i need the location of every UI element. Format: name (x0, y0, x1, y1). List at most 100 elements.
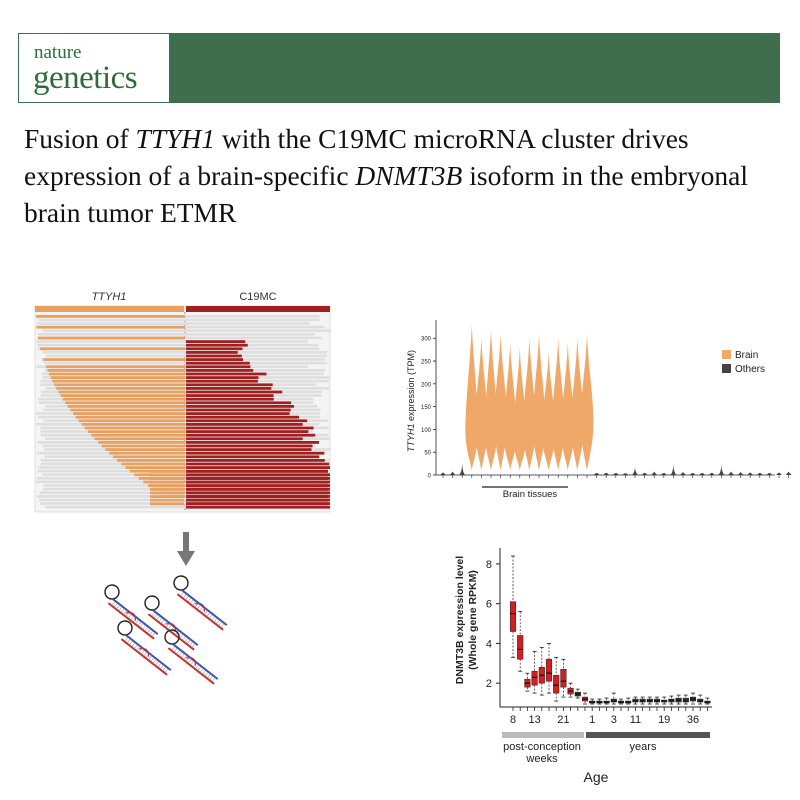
microrna-hairpin (117, 620, 172, 676)
c19mc-read (186, 505, 330, 509)
hairpin-bulge (194, 602, 206, 612)
ttyh1-read (98, 441, 185, 444)
hairpin-base-pair (209, 675, 214, 681)
box (545, 643, 553, 694)
c19mc-read (186, 415, 299, 419)
legend-others-swatch (722, 364, 731, 373)
title-gene-2: DNMT3B (355, 160, 463, 191)
journal-logo-line2: genetics (33, 60, 138, 96)
c19mc-read (186, 394, 274, 397)
c19mc-read (186, 354, 242, 358)
c19mc-read (186, 470, 328, 473)
c19mc-read (186, 502, 328, 506)
box-body (545, 659, 553, 682)
violin-ylabel-gene: TTYH1 (406, 424, 416, 453)
c19mc-read (186, 397, 274, 401)
hairpin-base-pair (206, 673, 211, 679)
background-read (42, 329, 332, 332)
violin-y-tick-label: 50 (424, 451, 431, 457)
brain-violin (465, 324, 479, 471)
hairpin-base-pair (151, 632, 156, 638)
box (704, 697, 711, 705)
c19mc-read (186, 401, 292, 405)
hairpin-base-pair (182, 635, 187, 641)
hairpin-base-pair (190, 660, 195, 666)
ttyh1-read (43, 358, 186, 361)
ttyh1-label: TTYH1 (92, 291, 127, 303)
hairpin-base-pair (220, 623, 225, 629)
hairpin-bulge (138, 647, 150, 657)
c19mc-read (186, 488, 328, 491)
hairpin-base-pair (206, 612, 211, 618)
microrna-hairpin (164, 629, 219, 685)
background-read (43, 361, 327, 365)
box (531, 650, 538, 694)
c19mc-read (186, 390, 283, 394)
ttyh1-read (87, 430, 185, 433)
hairpin-base-pair (143, 651, 148, 657)
brain-violin (561, 342, 575, 471)
ttyh1-read (91, 433, 185, 437)
brain-violin (484, 329, 498, 471)
others-violin (776, 472, 782, 475)
microrna-hairpin (104, 584, 159, 640)
c19mc-read (186, 495, 328, 498)
ttyh1-read (150, 477, 184, 480)
title-part-2: with the C19MC microRNA cluster drives e… (24, 123, 689, 191)
hairpin-base-pair (191, 643, 196, 649)
c19mc-read (186, 419, 308, 423)
box (553, 656, 560, 702)
hairpin-base-pair (159, 664, 164, 670)
brain-violin (494, 333, 508, 471)
box (596, 698, 603, 705)
background-read (38, 318, 320, 322)
group-bar-years (586, 732, 710, 738)
box-x-tick-label: 1 (589, 714, 595, 726)
hairpin-base-pair (196, 604, 201, 610)
brain-violin (532, 333, 546, 471)
box (524, 672, 531, 692)
ttyh1-read (150, 473, 184, 477)
ttyh1-read (81, 423, 185, 426)
c19mc-read (186, 343, 248, 347)
others-violin (718, 463, 725, 475)
c19mc-read (186, 358, 244, 361)
hairpin-base-pair (173, 647, 178, 653)
c19mc-read (186, 361, 250, 365)
ttyh1-read (70, 408, 185, 412)
others-violin (785, 471, 792, 475)
box (632, 696, 639, 705)
background-read (38, 333, 315, 336)
hairpin-base-pair (218, 621, 223, 627)
hairpin-base-pair (146, 628, 151, 634)
hairpin-bulge (125, 611, 137, 621)
ttyh1-read (121, 462, 185, 466)
hairpin-base-pair (211, 677, 216, 683)
hairpin-base-pair (153, 613, 158, 619)
others-violin (728, 471, 734, 475)
ttyh1-read (150, 495, 184, 498)
hairpin-base-pair (142, 624, 147, 630)
hairpin-base-pair (176, 649, 181, 655)
others-violin (747, 472, 754, 475)
hairpin-loop (117, 620, 133, 636)
box-body (682, 697, 689, 703)
ttyh1-violin-chart: TTYH1 expression (TPM) 0 50 100 150 200 250 30… (406, 320, 792, 500)
group-label-pcw-1: post-conception (503, 741, 581, 753)
c19mc-read (186, 408, 291, 412)
box-x-tick-label: 19 (658, 714, 670, 726)
down-arrow-icon (177, 532, 195, 566)
hairpin-base-pair (160, 619, 165, 625)
ttyh1-read (150, 470, 184, 473)
ttyh1-read (50, 376, 185, 379)
others-violin (756, 472, 763, 475)
hairpin-strand-red (107, 602, 155, 640)
background-read (37, 343, 319, 347)
hairpin-base-pair (192, 600, 197, 606)
others-violin (651, 471, 658, 475)
c19mc-read (186, 423, 303, 426)
background-read (45, 505, 325, 509)
others-violin (459, 461, 466, 475)
microrna-hairpin (144, 595, 199, 651)
ttyh1-read (45, 365, 185, 369)
